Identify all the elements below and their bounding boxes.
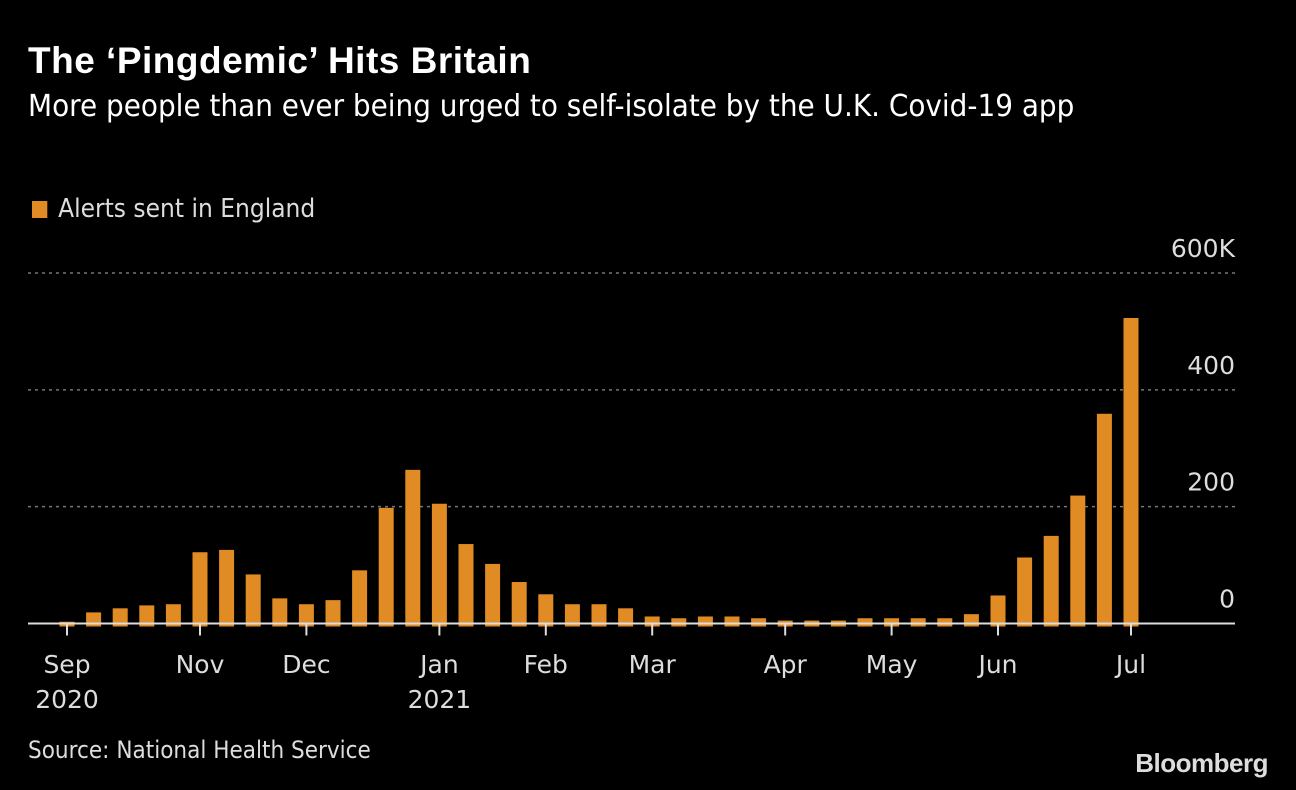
x-tick-label: Feb	[524, 650, 568, 679]
bar	[1070, 495, 1086, 627]
bar	[910, 618, 926, 627]
x-tick-label: Jan	[418, 650, 459, 679]
y-tick-label: 400	[1187, 351, 1235, 380]
bar	[963, 614, 979, 627]
bar	[751, 618, 767, 627]
bar	[378, 507, 394, 627]
chart-title: The ‘Pingdemic’ Hits Britain	[28, 40, 532, 81]
x-tick-label: Nov	[176, 650, 225, 679]
x-tick-year-label: 2020	[35, 685, 99, 714]
bar	[139, 605, 155, 627]
bar	[1017, 557, 1033, 627]
bar	[352, 570, 368, 627]
bar	[618, 608, 634, 627]
bar	[1123, 317, 1139, 627]
legend: Alerts sent in England	[32, 194, 315, 224]
chart-subtitle: More people than ever being urged to sel…	[28, 89, 1075, 124]
bar	[298, 604, 314, 627]
x-tick-label: Dec	[282, 650, 330, 679]
x-tick-label: May	[866, 650, 918, 679]
bar	[431, 503, 447, 627]
x-tick-label: Mar	[629, 650, 677, 679]
bar	[405, 469, 421, 627]
bar	[485, 563, 501, 627]
bar	[937, 618, 953, 627]
x-tick-label: Sep	[43, 650, 90, 679]
bar	[591, 604, 607, 627]
bloomberg-logo: Bloomberg	[1135, 748, 1268, 778]
bar	[564, 604, 580, 627]
legend-swatch	[32, 200, 48, 218]
bar	[671, 618, 687, 627]
bar	[192, 552, 208, 627]
bar	[697, 616, 713, 627]
bar	[1043, 535, 1059, 627]
bar	[884, 618, 900, 627]
y-tick-label: 0	[1219, 585, 1235, 614]
y-tick-label: 200	[1187, 468, 1235, 497]
x-tick-label: Apr	[764, 650, 808, 679]
bar	[857, 618, 873, 627]
bar	[272, 598, 288, 627]
x-tick-year-label: 2021	[408, 685, 472, 714]
bar	[644, 616, 660, 627]
x-tick-label: Jul	[1114, 650, 1146, 679]
bar	[511, 582, 527, 627]
bar	[325, 600, 341, 627]
bar	[538, 594, 554, 627]
bar	[1096, 413, 1112, 627]
y-tick-label: 600K	[1171, 234, 1236, 263]
bar	[112, 608, 128, 627]
x-tick-label: Jun	[976, 650, 1017, 679]
bar	[990, 595, 1006, 627]
bar	[245, 574, 261, 627]
bar	[458, 544, 474, 627]
source-note: Source: National Health Service	[28, 736, 371, 764]
bar	[219, 549, 235, 627]
legend-label: Alerts sent in England	[58, 194, 316, 224]
bar	[165, 604, 181, 627]
bar	[724, 616, 740, 627]
